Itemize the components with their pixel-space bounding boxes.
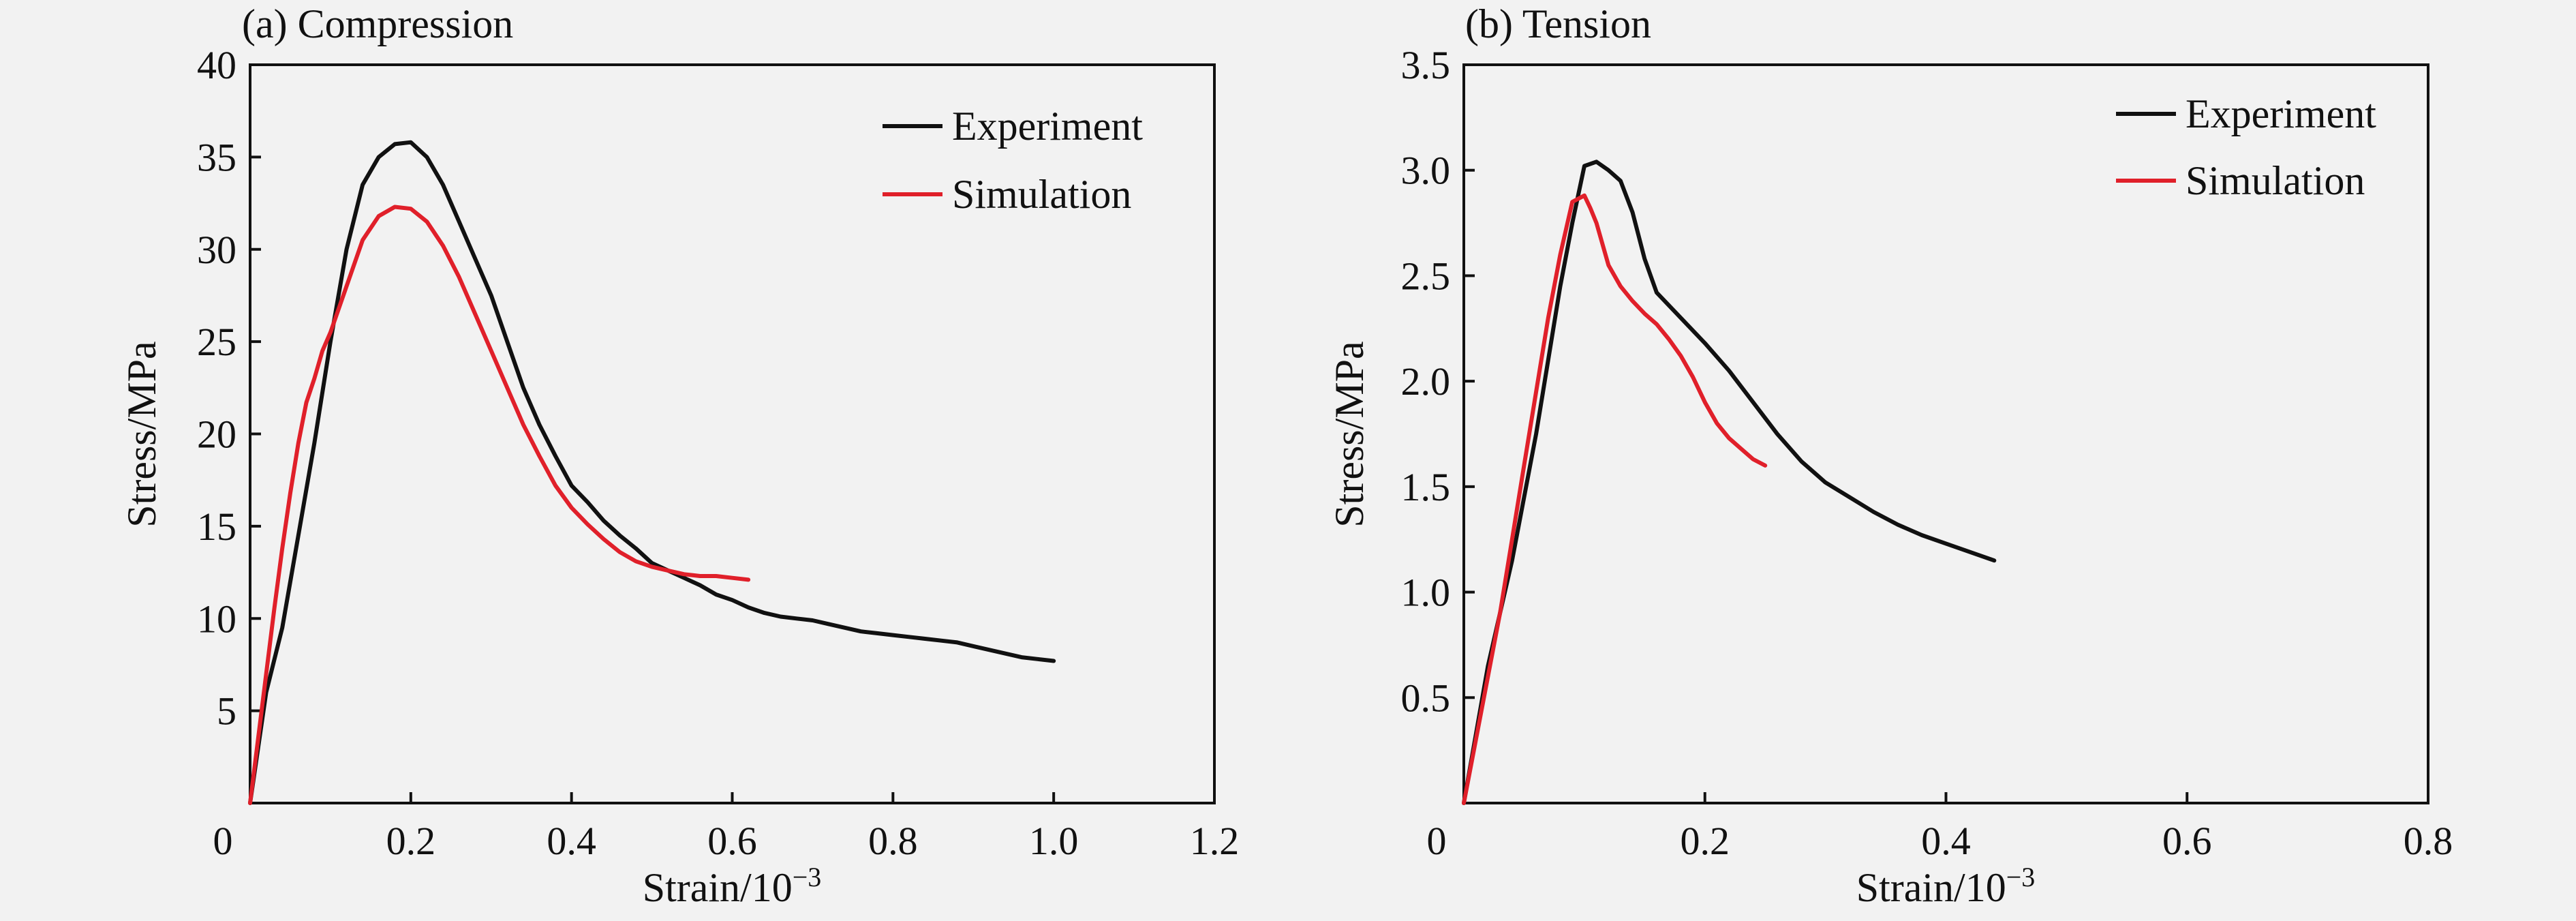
x-tick-label: 1.0 (1029, 819, 1079, 863)
chart-title: (b) Tension (1465, 1, 1651, 46)
y-tick-label: 20 (197, 412, 236, 457)
x-tick-label: 0 (1427, 819, 1447, 863)
x-axis-label-base: Strain/10 (1856, 865, 2006, 910)
x-axis-label-exponent: −3 (2006, 862, 2036, 892)
y-tick-label: 2.5 (1401, 254, 1451, 298)
x-tick-label: 0.8 (2404, 819, 2453, 863)
y-tick-label: 3.0 (1401, 149, 1451, 193)
y-tick-label: 15 (197, 504, 236, 549)
x-axis-label: Strain/10−3 (643, 862, 822, 910)
y-tick-label: 1.5 (1401, 465, 1451, 509)
legend: Experiment Simulation (2116, 91, 2376, 203)
legend-label-experiment: Experiment (2186, 91, 2376, 136)
legend-label-simulation: Simulation (2186, 158, 2365, 203)
chart-title: (a) Compression (242, 1, 513, 46)
x-tick-label: 0.8 (868, 819, 918, 863)
x-axis-ticks: 0 0.2 0.4 0.6 0.8 (1427, 792, 2453, 863)
x-axis-label-exponent: −3 (793, 862, 822, 892)
y-tick-label: 35 (197, 135, 236, 179)
y-tick-label: 1.0 (1401, 571, 1451, 615)
x-tick-label: 0.6 (2162, 819, 2212, 863)
series-line-simulation (1462, 193, 1768, 805)
y-axis-label: Stress/MPa (1327, 341, 1372, 527)
x-tick-label: 1.2 (1190, 819, 1240, 863)
y-tick-label: 40 (197, 43, 236, 87)
series-lines (1462, 160, 1997, 805)
y-tick-label: 25 (197, 320, 236, 364)
y-axis-ticks: 5 10 15 20 25 30 35 40 (197, 43, 261, 734)
series-line-experiment (248, 140, 1056, 805)
x-tick-label: 0 (213, 819, 233, 863)
y-tick-label: 30 (197, 228, 236, 272)
series-lines (248, 140, 1056, 805)
x-tick-label: 0.2 (1681, 819, 1730, 863)
y-tick-label: 10 (197, 597, 236, 641)
y-tick-label: 2.0 (1401, 359, 1451, 404)
x-tick-label: 0.4 (547, 819, 596, 863)
y-tick-label: 3.5 (1401, 43, 1451, 87)
x-tick-label: 0.4 (1921, 819, 1971, 863)
y-axis-label: Stress/MPa (119, 341, 164, 527)
legend-label-simulation: Simulation (952, 172, 1131, 217)
y-axis-ticks: 0.5 1.0 1.5 2.0 2.5 3.0 3.5 (1401, 43, 1475, 720)
series-line-experiment (1462, 160, 1997, 805)
series-line-simulation (248, 205, 751, 805)
y-tick-label: 5 (217, 689, 236, 734)
x-axis-ticks: 0 0.2 0.4 0.6 0.8 1.0 1.2 (213, 792, 1240, 863)
legend: Experiment Simulation (883, 104, 1143, 217)
x-tick-label: 0.6 (707, 819, 757, 863)
x-tick-label: 0.2 (386, 819, 436, 863)
x-axis-label: Strain/10−3 (1856, 862, 2036, 910)
legend-label-experiment: Experiment (952, 104, 1143, 149)
chart-tension: (b) Tension 0.5 1.0 1.5 2.0 2.5 3.0 3.5 0 0.2 0.… (1327, 1, 2453, 910)
y-tick-label: 0.5 (1401, 676, 1451, 720)
x-axis-label-base: Strain/10 (643, 865, 793, 910)
